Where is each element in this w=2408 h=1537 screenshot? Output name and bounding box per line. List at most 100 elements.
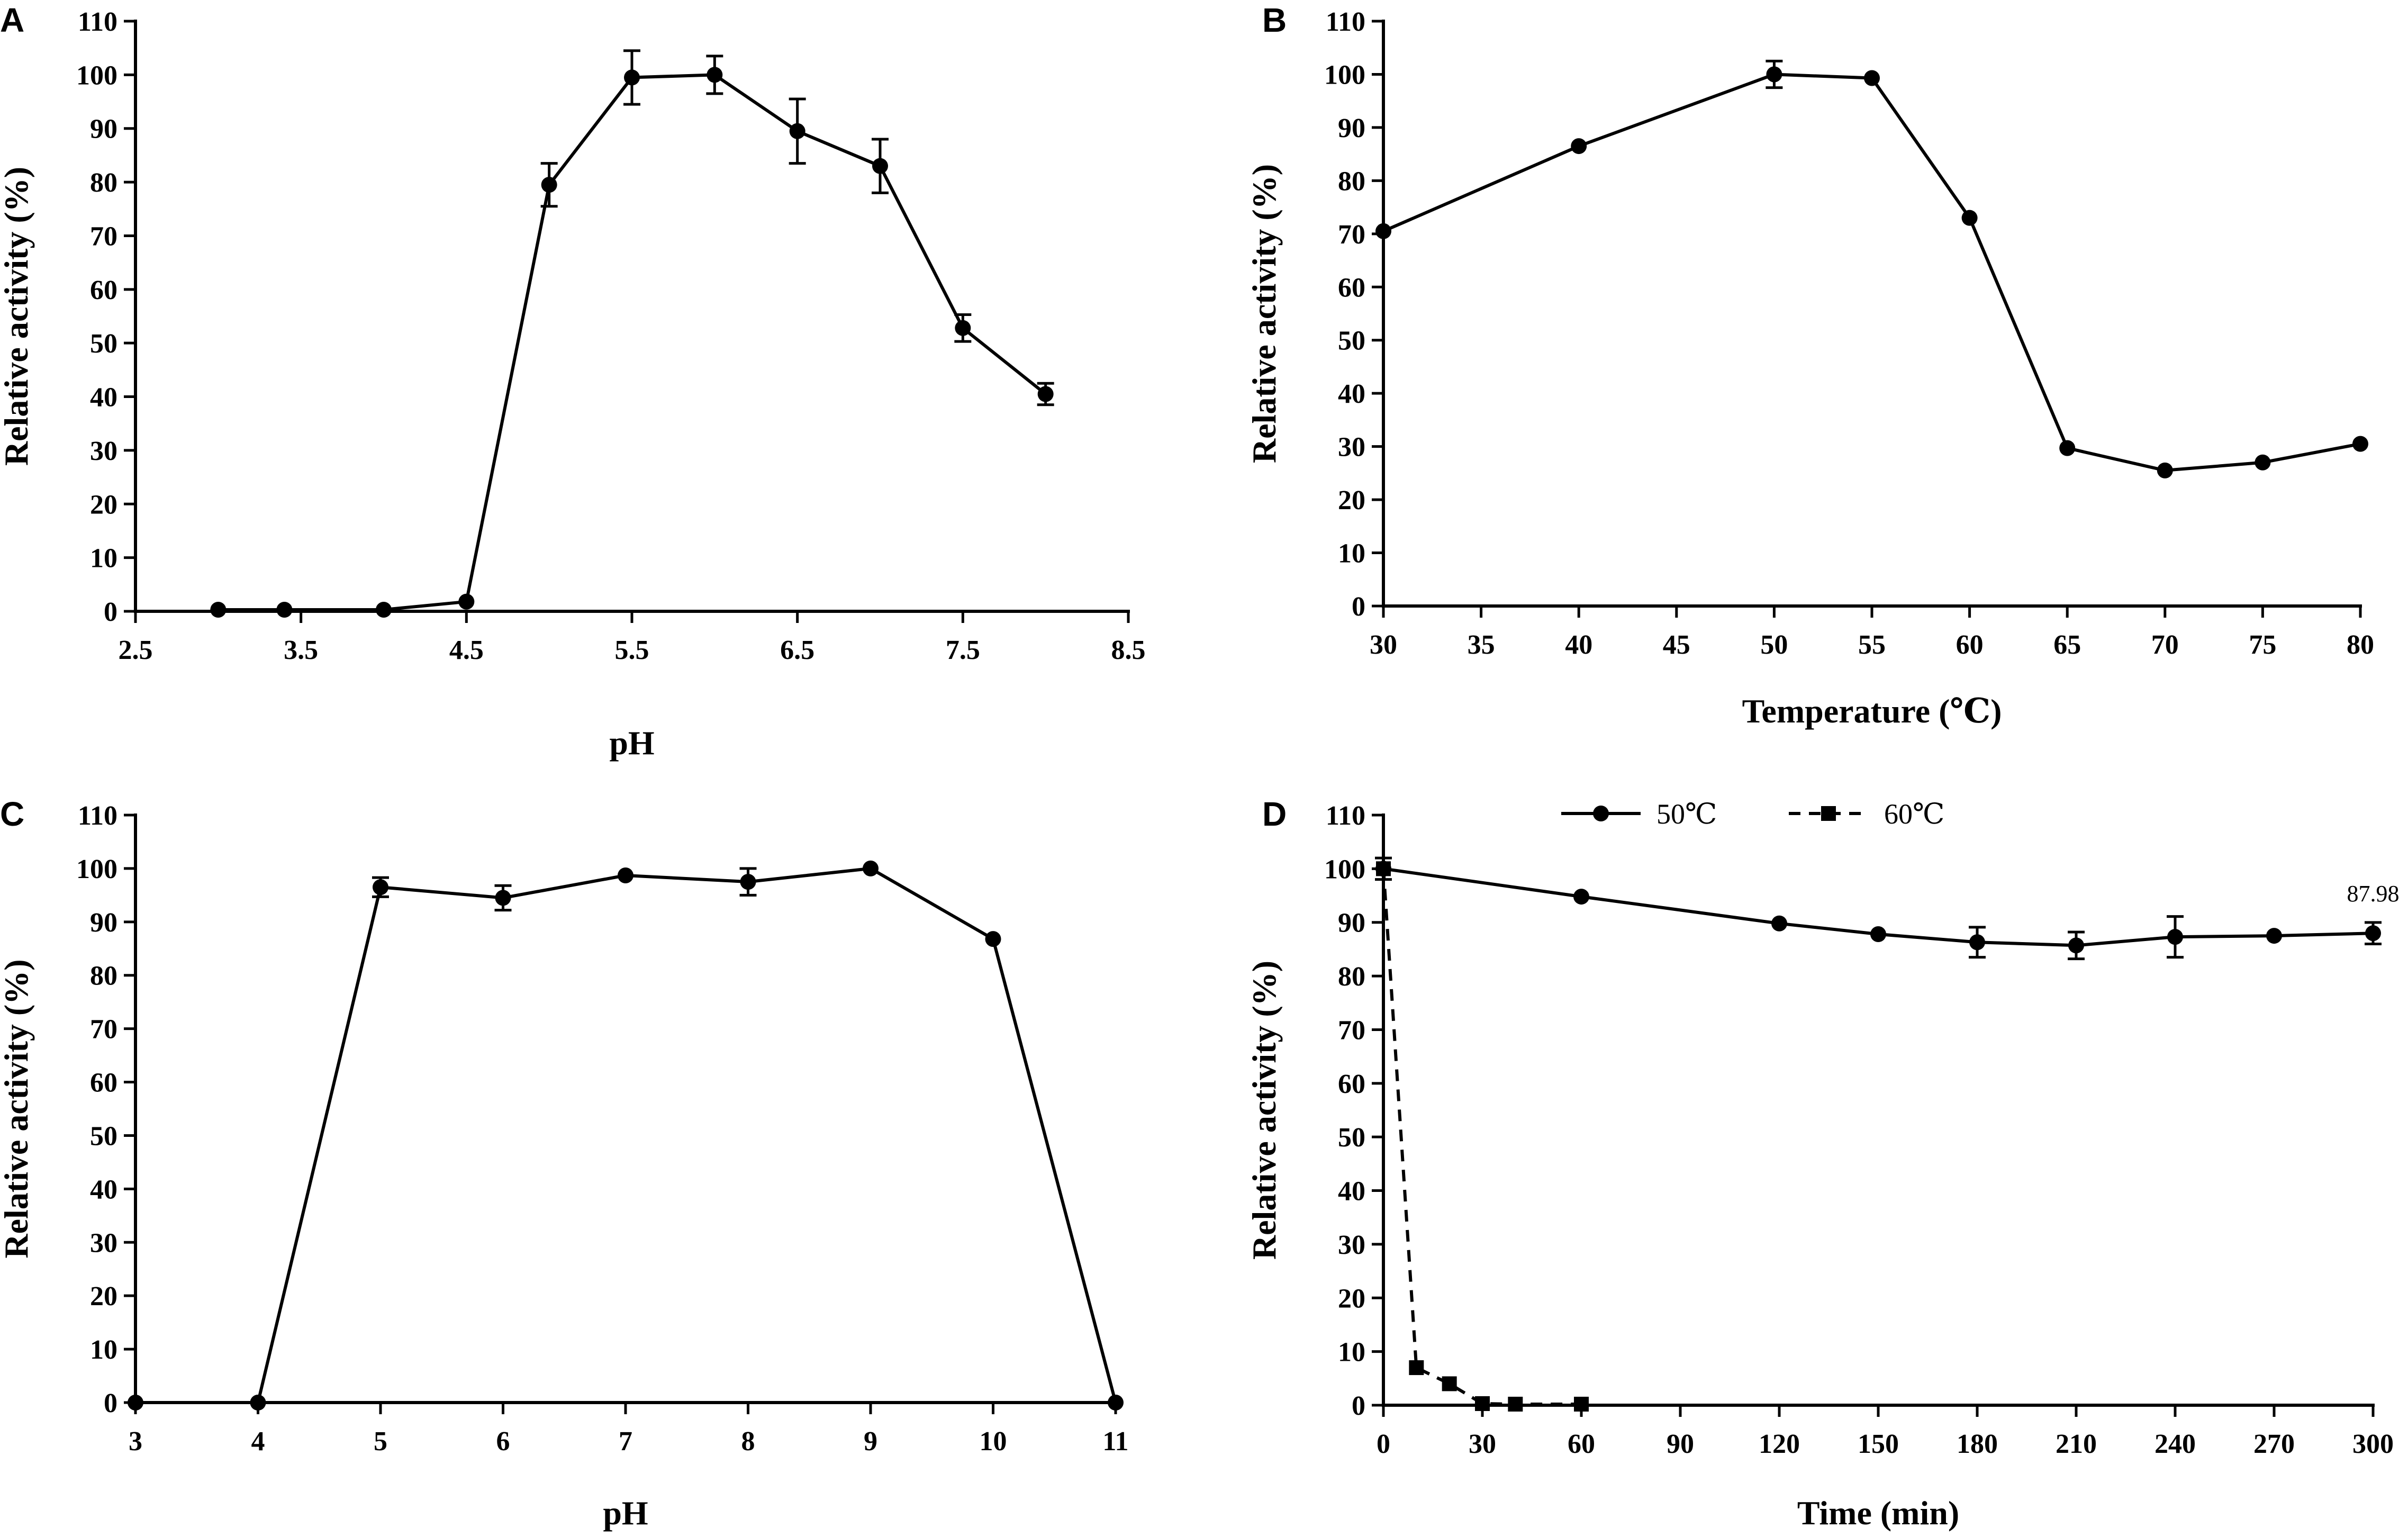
data-point [1766,66,1782,83]
x-tick-label: 6 [496,1426,510,1457]
x-tick-label: 60 [1568,1429,1595,1459]
value-annotation: 87.98 [2347,881,2400,907]
legend: 50℃ 60℃ [1561,798,1944,830]
legend-label: 60℃ [1884,798,1944,830]
x-tick-label: 40 [1565,630,1592,660]
x-tick-label: 270 [2253,1429,2295,1459]
data-point [495,890,511,906]
series-line [218,73,1047,611]
data-point [1864,70,1880,86]
x-tick-label: 9 [864,1426,877,1457]
y-tick-label: 10 [1338,539,1365,569]
panel-label: C [0,795,24,833]
y-tick-label: 70 [1338,1015,1365,1045]
x-tick-label: 80 [2347,630,2374,660]
data-point [1475,1396,1490,1411]
y-tick-label: 50 [90,329,117,359]
data-point [1771,915,1787,932]
data-point [1409,1360,1424,1376]
y-tick-label: 20 [1338,485,1365,516]
x-tick-label: 210 [2056,1429,2097,1459]
data-point [1870,926,1886,943]
data-point [2365,925,2381,942]
x-tick-label: 8 [741,1426,755,1457]
data-point [2266,928,2282,944]
y-tick-label: 100 [1324,60,1365,90]
y-tick-label: 30 [1338,1230,1365,1260]
y-tick-label: 50 [1338,1123,1365,1153]
y-tick-label: 30 [90,1228,117,1258]
y-tick-label: 40 [90,383,117,413]
data-point [373,879,388,896]
x-tick-label: 50 [1760,630,1788,660]
data-point [1574,1396,1589,1412]
data-point [2255,454,2271,471]
x-tick-label: 11 [1102,1426,1128,1457]
y-tick-label: 80 [90,961,117,991]
data-point [128,1395,143,1411]
data-point [1037,386,1054,402]
data-point [458,593,475,610]
x-tick-label: 120 [1759,1429,1800,1459]
x-tick-label: 7 [619,1426,632,1457]
data-point [1108,1395,1124,1411]
y-tick-label: 0 [104,1388,117,1418]
series-line [1382,73,2361,472]
y-tick-label: 40 [1338,379,1365,409]
y-tick-label: 30 [1338,432,1365,463]
y-axis-title: Relative activity (%) [1245,961,1283,1260]
x-tick-label: 300 [2352,1429,2394,1459]
y-tick-label: 100 [76,60,117,91]
y-tick-label: 60 [90,1068,117,1098]
data-point [789,123,805,139]
y-tick-label: 80 [90,168,117,198]
x-axis-title: Time (min) [1797,1494,1959,1532]
data-point [872,158,888,174]
x-tick-label: 45 [1663,630,1690,660]
x-tick-label: 75 [2249,630,2276,660]
x-tick-label: 5.5 [615,635,649,665]
x-axis-title: pH [603,1494,648,1532]
y-tick-label: 80 [1338,166,1365,196]
legend-marker [1821,806,1836,821]
data-point [2059,440,2076,456]
x-tick-label: 90 [1667,1429,1694,1459]
x-tick-label: 65 [2053,630,2081,660]
y-axis-title: Relative activity (%) [1245,164,1283,463]
y-axis-title: Relative activity (%) [0,959,35,1258]
y-tick-label: 40 [1338,1177,1365,1207]
x-tick-label: 4 [251,1426,265,1457]
data-point [707,67,723,83]
data-point [863,860,879,876]
y-tick-label: 50 [1338,326,1365,356]
y-tick-label: 70 [1338,220,1365,250]
x-tick-label: 6.5 [780,635,814,665]
x-tick-label: 7.5 [946,635,980,665]
x-tick-label: 5 [374,1426,387,1457]
data-point [2167,929,2183,945]
x-tick-label: 240 [2154,1429,2196,1459]
x-tick-label: 10 [980,1426,1007,1457]
x-tick-label: 30 [1469,1429,1496,1459]
panel-label: A [0,1,24,39]
data-point [1442,1376,1457,1391]
y-tick-label: 70 [90,1015,117,1045]
y-tick-label: 110 [78,801,117,831]
y-tick-label: 20 [90,1281,117,1312]
y-tick-label: 0 [1352,1391,1365,1421]
x-axis-title: pH [609,724,654,762]
y-tick-label: 90 [90,114,117,144]
x-tick-label: 55 [1858,630,1886,660]
data-point [955,320,971,336]
data-point [376,601,392,618]
x-tick-label: 180 [1957,1429,1998,1459]
x-axis-title: Temperature (℃) [1742,692,2002,730]
data-point [541,177,557,193]
data-point [210,601,227,618]
y-tick-label: 100 [1324,854,1365,884]
x-tick-label: 8.5 [1111,635,1146,665]
y-axis-title: Relative activity (%) [0,167,35,466]
y-tick-label: 110 [1326,7,1365,37]
panel-label: D [1262,795,1287,833]
